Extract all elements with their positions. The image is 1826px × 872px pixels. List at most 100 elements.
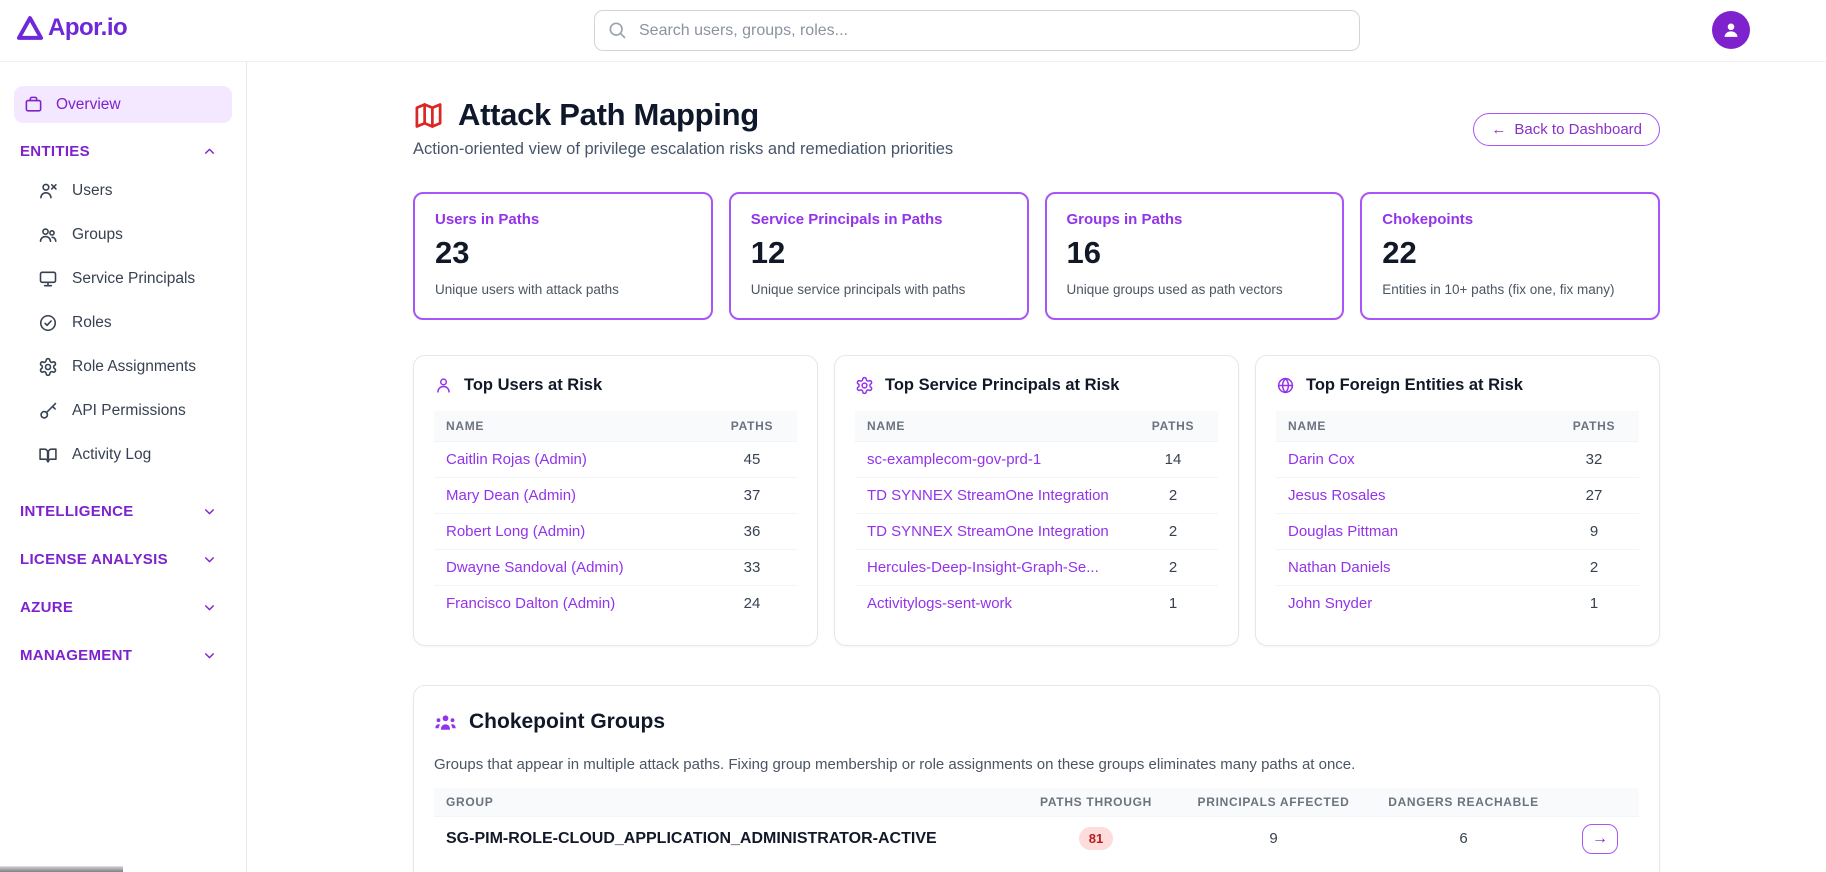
column-header-paths-through: Paths Through (1040, 795, 1152, 809)
sidebar-section-license-analysis[interactable]: LICENSE ANALYSIS (0, 549, 246, 569)
sidebar-item-label: API Permissions (72, 402, 186, 419)
sidebar-section-azure[interactable]: AZURE (0, 597, 246, 617)
column-header-name: Name (434, 411, 707, 442)
chokepoint-table: Group Paths Through Principals Affected … (434, 788, 1639, 860)
entity-link[interactable]: Nathan Daniels (1276, 549, 1549, 586)
stat-card-users-in-paths: Users in Paths 23 Unique users with atta… (413, 192, 713, 320)
sidebar-item-activity-log[interactable]: Activity Log (0, 433, 246, 477)
entity-link[interactable]: Activitylogs-sent-work (855, 585, 1128, 621)
sidebar-section-management[interactable]: MANAGEMENT (0, 645, 246, 665)
entity-link[interactable]: Mary Dean (Admin) (434, 477, 707, 514)
page-title: Attack Path Mapping (458, 97, 759, 132)
people-group-icon (435, 714, 456, 730)
paths-count: 37 (707, 477, 797, 514)
chevron-up-icon (205, 148, 214, 154)
table-row: Caitlin Rojas (Admin) 45 (434, 441, 797, 478)
page-header: Attack Path Mapping Action-oriented view… (413, 97, 1660, 159)
sidebar-item-users[interactable]: Users (0, 169, 246, 213)
entity-link[interactable]: sc-examplecom-gov-prd-1 (855, 441, 1128, 478)
open-group-button[interactable]: → (1582, 823, 1618, 854)
back-to-dashboard-button[interactable]: ← Back to Dashboard (1473, 113, 1660, 146)
gear-icon (39, 357, 57, 377)
sidebar-item-label: Roles (72, 314, 112, 331)
monitor-icon (39, 271, 57, 287)
entity-link[interactable]: Jesus Rosales (1276, 477, 1549, 514)
user-avatar[interactable] (1712, 11, 1750, 49)
entity-link[interactable]: TD SYNNEX StreamOne Integration (855, 513, 1128, 550)
sidebar-item-overview[interactable]: Overview (14, 86, 232, 123)
card-title: Top Foreign Entities at Risk (1306, 376, 1523, 394)
sidebar-item-label: Groups (72, 226, 123, 243)
chokepoint-groups-card: Chokepoint Groups Groups that appear in … (413, 685, 1660, 872)
risk-tables-row: Top Users at Risk Name Paths Caitlin Roj… (413, 355, 1660, 646)
paths-through-badge: 81 (1078, 827, 1114, 850)
table-row: Francisco Dalton (Admin) 24 (434, 585, 797, 621)
entity-link[interactable]: Hercules-Deep-Insight-Graph-Se... (855, 549, 1128, 586)
table-row: Activitylogs-sent-work 1 (855, 585, 1218, 621)
table-row: TD SYNNEX StreamOne Integration 2 (855, 513, 1218, 550)
column-header-principals-affected: Principals Affected (1197, 795, 1350, 809)
brand-logo[interactable]: Apor.io (16, 14, 128, 42)
search-input[interactable] (594, 10, 1360, 51)
chevron-down-icon (205, 652, 214, 658)
back-arrow-icon: ← (1491, 121, 1507, 138)
paths-count: 27 (1549, 477, 1639, 514)
column-header-dangers-reachable: Dangers Reachable (1388, 795, 1539, 809)
column-header-paths: Paths (707, 411, 797, 442)
sidebar-item-service-principals[interactable]: Service Principals (0, 257, 246, 301)
paths-count: 2 (1128, 477, 1218, 514)
stat-description: Entities in 10+ paths (fix one, fix many… (1382, 282, 1615, 297)
sidebar-section-intelligence[interactable]: INTELLIGENCE (0, 501, 246, 521)
sidebar-item-label: Service Principals (72, 270, 196, 287)
search-icon (609, 22, 626, 39)
top-foreign-entities-table: Name Paths Darin Cox 32 Jesus Rosales 27 D… (1276, 411, 1639, 621)
person-icon (1724, 23, 1738, 37)
entity-link[interactable]: Douglas Pittman (1276, 513, 1549, 550)
entity-link[interactable]: John Snyder (1276, 585, 1549, 621)
sidebar-item-groups[interactable]: Groups (0, 213, 246, 257)
chevron-down-icon (205, 604, 214, 610)
paths-count: 45 (707, 441, 797, 478)
card-title: Top Users at Risk (464, 376, 603, 394)
card-title: Top Service Principals at Risk (885, 376, 1120, 394)
brand-name: Apor.io (48, 14, 128, 41)
sidebar-item-label: Role Assignments (72, 358, 197, 375)
sidebar-item-api-permissions[interactable]: API Permissions (0, 389, 246, 433)
top-foreign-entities-at-risk-card: Top Foreign Entities at Risk Name Paths … (1255, 355, 1660, 646)
users-icon (39, 228, 57, 243)
top-service-principals-table: Name Paths sc-examplecom-gov-prd-1 14 TD … (855, 411, 1218, 621)
book-icon (39, 448, 57, 463)
principals-affected-value: 9 (1269, 830, 1278, 847)
sidebar-section-entities[interactable]: ENTITIES (0, 141, 246, 161)
paths-count: 14 (1128, 441, 1218, 478)
paths-count: 32 (1549, 441, 1639, 478)
entity-link[interactable]: Robert Long (Admin) (434, 513, 707, 550)
sidebar-item-roles[interactable]: Roles (0, 301, 246, 345)
key-icon (40, 402, 57, 419)
entity-link[interactable]: Francisco Dalton (Admin) (434, 585, 707, 621)
entity-link[interactable]: TD SYNNEX StreamOne Integration (855, 477, 1128, 514)
paths-count: 9 (1549, 513, 1639, 550)
entity-link[interactable]: Dwayne Sandoval (Admin) (434, 549, 707, 586)
user-x-icon (40, 183, 57, 199)
paths-count: 36 (707, 513, 797, 550)
section-label: INTELLIGENCE (20, 502, 134, 520)
section-description: Groups that appear in multiple attack pa… (434, 756, 1356, 773)
sidebar-item-label: Users (72, 182, 113, 199)
entity-link[interactable]: Darin Cox (1276, 441, 1549, 478)
stat-label: Groups in Paths (1066, 211, 1183, 228)
sidebar-item-role-assignments[interactable]: Role Assignments (0, 345, 246, 389)
table-row: Hercules-Deep-Insight-Graph-Se... 2 (855, 549, 1218, 586)
gear-icon (856, 376, 873, 395)
column-header-paths: Paths (1549, 411, 1639, 442)
map-icon (415, 102, 442, 128)
entity-link[interactable]: Caitlin Rojas (Admin) (434, 441, 707, 478)
table-row: Darin Cox 32 (1276, 441, 1639, 478)
table-row: Douglas Pittman 9 (1276, 513, 1639, 550)
sidebar-item-label: Overview (56, 95, 121, 113)
horizontal-scrollbar[interactable] (0, 866, 123, 872)
column-header-paths: Paths (1128, 411, 1218, 442)
section-title: Chokepoint Groups (469, 710, 665, 733)
table-row: TD SYNNEX StreamOne Integration 2 (855, 477, 1218, 514)
top-service-principals-at-risk-card: Top Service Principals at Risk Name Path… (834, 355, 1239, 646)
